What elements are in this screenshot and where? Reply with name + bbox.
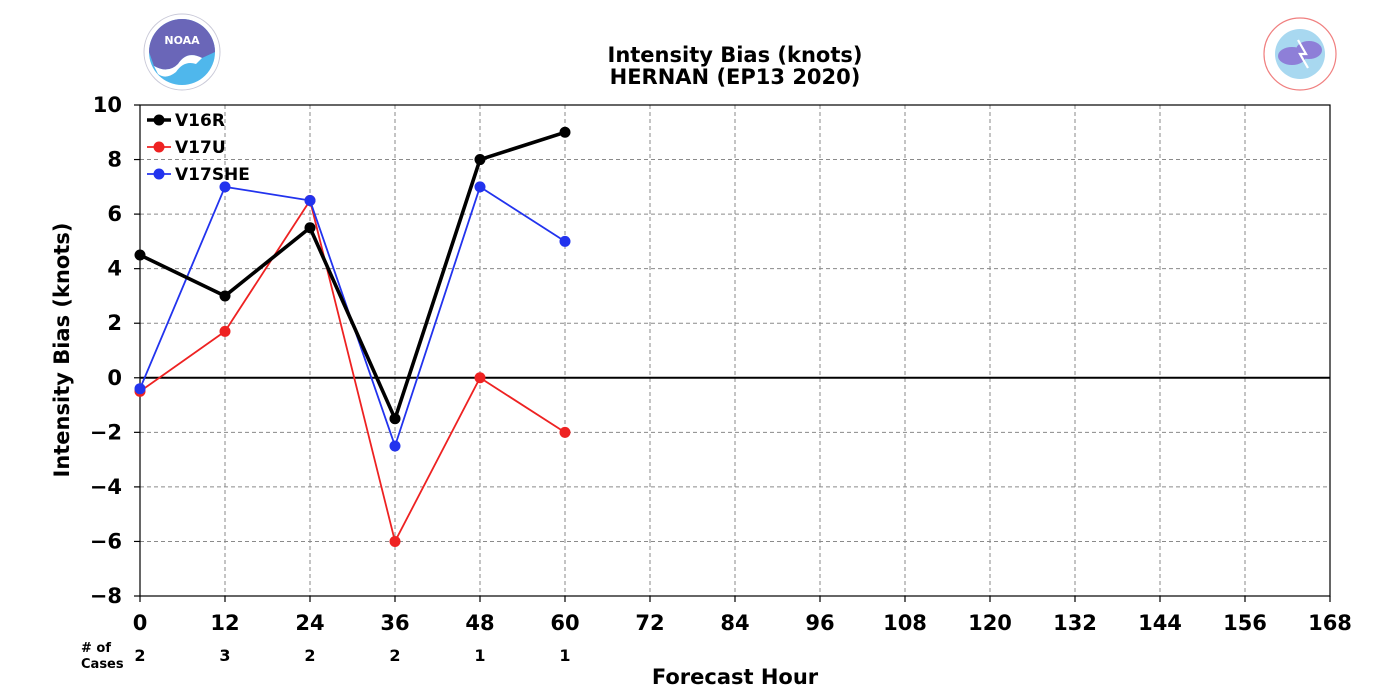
legend-marker <box>153 168 165 180</box>
legend-label: V17SHE <box>175 165 250 185</box>
x-tick-label: 12 <box>210 611 239 635</box>
y-tick-label: 8 <box>107 148 122 172</box>
x-tick-label: 108 <box>883 611 927 635</box>
x-tick-label: 48 <box>465 611 494 635</box>
chart-title: Intensity Bias (knots) <box>608 43 863 67</box>
legend-marker <box>153 114 165 126</box>
series-line-v17she <box>139 185 566 447</box>
axes: 0 12 24 36 48 60 72 84 96 108 120 132 144 156 168−8−6−… <box>90 93 1352 635</box>
x-tick-label: 84 <box>720 611 749 635</box>
cases-value: 2 <box>134 646 145 665</box>
data-point <box>389 413 401 425</box>
legend-marker <box>153 141 165 153</box>
cases-value: 3 <box>219 646 230 665</box>
series-line-v16r <box>139 130 566 421</box>
nws-logo <box>1263 17 1337 91</box>
y-tick-label: 6 <box>107 202 122 226</box>
data-point <box>559 426 571 438</box>
noaa-logo: NOAA <box>143 13 221 91</box>
data-point <box>474 372 486 384</box>
data-point <box>474 181 486 193</box>
data-point <box>219 181 231 193</box>
y-tick-label: −4 <box>90 475 122 499</box>
y-axis-label: Intensity Bias (knots) <box>50 223 74 478</box>
legend-label: V16R <box>175 111 225 131</box>
cases-value: 1 <box>559 646 570 665</box>
x-tick-label: 60 <box>550 611 579 635</box>
y-tick-label: −8 <box>90 584 122 608</box>
legend: V16R V17U V17SHE <box>147 111 250 185</box>
cases-label-line1: # of <box>81 641 111 656</box>
x-tick-label: 156 <box>1223 611 1267 635</box>
cases-label-line2: Cases <box>81 657 124 672</box>
data-point <box>559 235 571 247</box>
x-tick-label: 96 <box>805 611 834 635</box>
legend-item-v16r: V16R <box>147 111 225 131</box>
data-point <box>304 194 316 206</box>
series-line-v17u <box>139 199 566 543</box>
data-point <box>389 440 401 452</box>
data-point <box>389 535 401 547</box>
y-tick-label: 10 <box>93 93 122 117</box>
data-point <box>219 325 231 337</box>
cases-value: 1 <box>474 646 485 665</box>
y-tick-label: 0 <box>107 366 122 390</box>
y-tick-label: 2 <box>107 311 122 335</box>
y-tick-label: −6 <box>90 529 122 553</box>
x-tick-label: 120 <box>968 611 1012 635</box>
cases-row: 2 3 2 2 1 1 <box>134 646 570 665</box>
data-point <box>304 222 316 234</box>
data-point <box>219 290 231 302</box>
data-point <box>474 154 486 166</box>
cases-value: 2 <box>389 646 400 665</box>
y-tick-label: 4 <box>107 257 122 281</box>
series-v17u <box>134 194 571 547</box>
x-tick-label: 36 <box>380 611 409 635</box>
x-tick-label: 168 <box>1308 611 1352 635</box>
series-v17she <box>134 181 571 452</box>
x-tick-label: 24 <box>295 611 324 635</box>
series-v16r <box>134 126 571 425</box>
legend-item-v17u: V17U <box>147 138 226 158</box>
cases-value: 2 <box>304 646 315 665</box>
x-axis-label: Forecast Hour <box>652 665 819 689</box>
x-tick-label: 132 <box>1053 611 1097 635</box>
x-tick-label: 72 <box>635 611 664 635</box>
noaa-logo-text: NOAA <box>164 34 200 47</box>
chart-subtitle: HERNAN (EP13 2020) <box>610 65 861 89</box>
y-tick-label: −2 <box>90 420 122 444</box>
legend-label: V17U <box>175 138 226 158</box>
data-point <box>559 126 571 138</box>
data-series <box>134 126 571 547</box>
x-tick-label: 144 <box>1138 611 1182 635</box>
data-point <box>134 383 146 395</box>
grid-lines <box>140 105 1330 596</box>
x-tick-label: 0 <box>133 611 148 635</box>
data-point <box>134 249 146 261</box>
legend-item-v17she: V17SHE <box>147 165 250 185</box>
